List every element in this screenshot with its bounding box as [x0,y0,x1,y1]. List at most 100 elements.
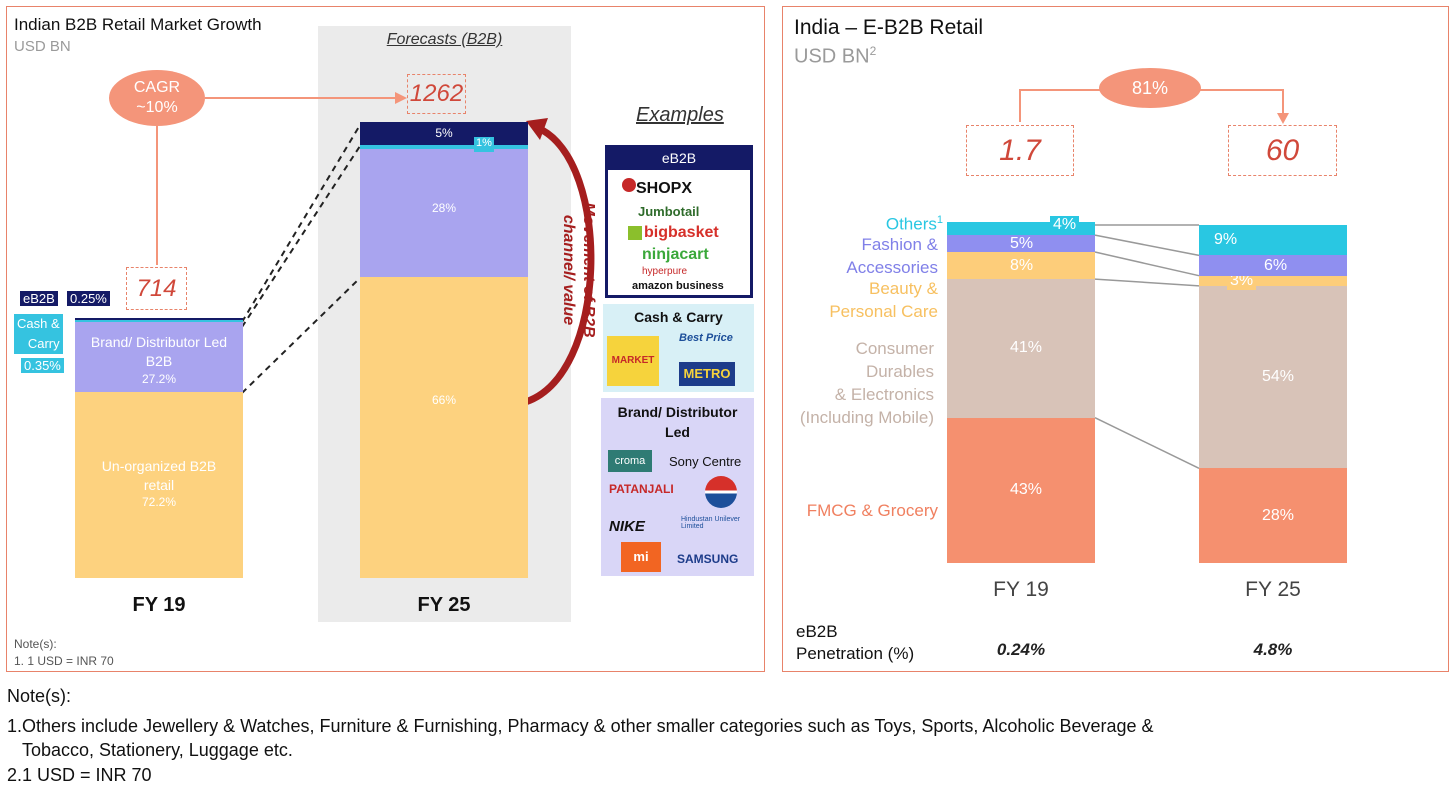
right-bar-fy25-label-4: 9% [1214,231,1238,249]
pen-fy25: 4.8% [1253,640,1293,659]
fy19-cc-value: 0.35% [21,358,64,373]
right-connectors [1019,89,1289,470]
cat-label-fmcg: FMCG & Grocery [806,501,938,520]
left-bar-fy25-seg-0 [360,277,528,578]
right-bar-fy25-seg-2 [1199,275,1347,286]
fy25-ebtb-value: 5% [435,126,453,140]
ebtb-examples-head: eB2B [608,148,750,170]
examples-label: Examples [636,104,724,126]
cat-label-others-text: Others [885,214,937,234]
footer-note-title: Note(s): [7,686,72,706]
left-chart-unit: USD BN [14,38,71,55]
right-bar-fy25-seg-0 [1199,468,1347,563]
fy19-unorg-value: 72.2% [141,495,177,509]
penetration-label: eB2B Penetration (%) [796,622,915,663]
forecast-label: Forecasts (B2B) [386,31,503,48]
cagr-oval: CAGR ~10% [109,70,205,126]
shopx-icon [622,178,636,192]
cat-label-beauty: Beauty & Personal Care [829,279,938,321]
pepsi-icon [705,476,737,508]
logo-samsung: SAMSUNG [677,552,739,566]
right-chart-title: India – E-B2B Retail [794,16,984,39]
left-note-1: 1. 1 USD = INR 70 [14,654,114,668]
cagr-right-arrowhead [1277,113,1289,124]
right-fy25-total: 60 [1228,125,1337,176]
logo-patanjali: PATANJALI [609,482,674,496]
fy25-total-box: 1262 [407,74,466,114]
fy19-total-box: 714 [126,267,187,310]
logo-hul: Hindustan Unilever Limited [681,516,741,530]
left-bar-fy25-seg-1 [360,149,528,278]
right-bar-fy25-label-3: 6% [1261,256,1291,275]
left-bar-fy19-seg-2 [75,319,243,322]
eb2b-panel [782,6,1449,672]
right-bar-fy19-label-1: 41% [1010,339,1043,357]
logo-ninjacart: ninjacart [642,246,709,263]
cat-label-durables: Consumer Durables & Electronics (Includi… [799,339,934,427]
slope-line-1 [1094,278,1200,287]
logo-shopx: SHOPX [636,180,693,197]
movement-arrowhead [526,118,548,140]
cagr-right-line-left [1019,89,1100,122]
logo-mi: mi [621,542,661,572]
movement-arrow [520,124,595,407]
right-chart-unit: USD BN [794,45,870,68]
right-bar-fy19-seg-0 [947,417,1095,563]
right-bar-fy19-seg-1 [947,279,1095,418]
ebtb-examples-box: eB2B SHOPX Jumbotail bigbasket ninjacart… [605,145,753,298]
brand-examples-box: Brand/ Distributor Led croma Sony Centre… [601,398,754,576]
left-bar-fy19-seg-3 [75,317,243,320]
logo-nike: NIKE [609,518,645,535]
logo-bestprice: Best Price [679,332,733,344]
left-note-title: Note(s): [14,637,57,651]
right-bar-fy19-seg-3 [947,235,1095,253]
right-bar-fy25-label-2: 3% [1227,271,1257,290]
footer-note-2: 2.1 USD = INR 70 [7,765,152,785]
fy19-ebtb-tag: eB2B [20,291,58,306]
brand-examples-head: Brand/ Distributor Led [617,404,738,440]
dash-line-top [241,124,361,323]
right-bar-fy19-label-0: 43% [1010,481,1043,499]
right-fy25-label: FY 25 [1245,578,1301,601]
fy19-cc-tag: Cash & Carry [14,314,63,354]
right-chart-unit-sup: 2 [869,44,877,58]
cc-examples-head: Cash & Carry [634,309,723,325]
right-bar-fy25-label-0: 28% [1262,506,1295,524]
logo-jumbotail: Jumbotail [638,204,700,219]
left-chart-title: Indian B2B Retail Market Growth [14,15,262,34]
right-bar-fy25-label-1: 54% [1262,368,1295,386]
right-bar-fy19-label-4: 4% [1050,215,1080,234]
b2b-market-panel [6,6,765,672]
slope-line-0 [1094,416,1200,470]
pen-fy19: 0.24% [996,640,1046,659]
logo-hyperpure: hyperpure [642,266,688,277]
right-fy19-label: FY 19 [993,578,1049,601]
right-cagr-oval: 81% [1099,68,1201,108]
logo-amazon: amazon business [632,280,724,292]
right-bar-fy19-label-2: 8% [1010,256,1034,274]
left-fy25-label: FY 25 [417,594,471,616]
right-bar-fy25-seg-1 [1199,285,1347,469]
right-bar-fy25-seg-4 [1199,225,1347,256]
fy19-unorg-label: Un-organized B2B retail [101,458,217,493]
left-connectors [156,92,595,407]
cagr-right-line-right [1200,89,1284,115]
logo-market: MARKET [607,336,659,386]
left-bar-fy19-seg-0 [75,391,243,578]
right-bar-fy19-seg-2 [947,252,1095,280]
cc-examples-box: Cash & Carry MARKET Best Price METRO [603,304,754,392]
cat-label-others-sup: 1 [936,214,943,226]
dash-line-2 [241,145,361,328]
slope-line-2 [1094,251,1200,277]
dash-line-3 [241,277,361,394]
left-fy19-label: FY 19 [132,594,186,616]
fy19-brand-label: Brand/ Distributor Led B2B [90,334,228,369]
cat-label-others: Others1 [820,209,943,236]
right-chart-unit-wrap: USD BN2 [794,44,876,69]
fy25-cc-value: 1% [474,137,494,152]
left-bar-fy25-seg-2 [360,144,528,150]
cagr-arrowhead [395,92,407,104]
right-fy19-total: 1.7 [966,125,1074,176]
logo-metro: METRO [679,362,735,386]
slope-lines [1094,224,1200,470]
